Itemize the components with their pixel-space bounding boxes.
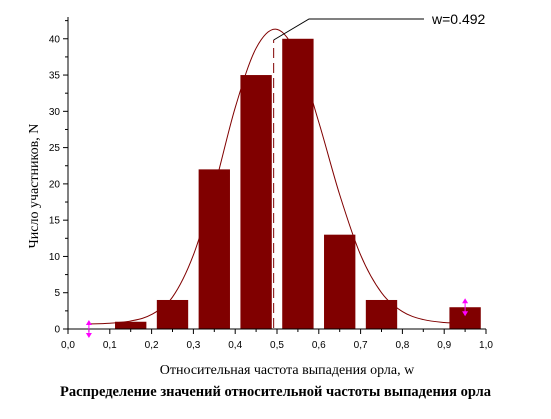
x-tick-label: 0,6: [312, 340, 326, 351]
bar-6: [365, 299, 398, 329]
x-tick-label: 0,8: [395, 340, 409, 351]
y-tick-label: 35: [49, 71, 61, 82]
x-tick-label: 0,2: [145, 340, 159, 351]
markers-layer: [85, 298, 469, 338]
bar-1: [156, 299, 189, 329]
annotation-layer: w=0.492: [273, 11, 486, 328]
annotation-label: w=0.492: [431, 11, 486, 27]
y-tick-label: 30: [49, 107, 61, 118]
error-marker-up: [462, 298, 469, 304]
error-marker-down: [85, 333, 92, 338]
bar-2: [198, 169, 230, 329]
error-marker-up: [85, 320, 92, 325]
x-tick-label: 0,3: [186, 340, 200, 351]
y-tick-label: 40: [49, 34, 61, 45]
y-tick-label: 20: [49, 179, 61, 190]
x-tick-label: 0,4: [228, 340, 242, 351]
bar-5: [324, 234, 356, 329]
x-tick-label: 0,9: [437, 340, 451, 351]
fit-curve-layer: [88, 28, 466, 325]
bar-3: [240, 75, 272, 329]
x-tick-label: 0,5: [270, 340, 284, 351]
error-marker-1: [462, 298, 469, 317]
y-tick-label: 0: [54, 325, 60, 336]
annotation-leader-line: [273, 18, 424, 41]
x-tick-label: 0,0: [61, 340, 75, 351]
x-tick-label: 0,1: [103, 340, 117, 351]
bar-7: [449, 307, 481, 329]
bars-layer: [115, 38, 481, 329]
x-tick-label: 1,0: [479, 340, 493, 351]
x-tick-label: 0,7: [354, 340, 368, 351]
figure-caption: Распределение значений относительной час…: [60, 384, 491, 400]
error-marker-down: [462, 311, 469, 317]
fit-curve: [88, 28, 466, 325]
error-marker-0: [85, 320, 92, 338]
y-tick-label: 5: [54, 288, 60, 299]
y-tick-label: 15: [49, 216, 61, 227]
bar-4: [282, 38, 314, 329]
bar-0: [115, 321, 147, 329]
x-axis-title: Относительная частота выпадения орла, w: [160, 363, 415, 378]
axes-layer: 0,0 0,1 0,2 0,3 0,4 0,5 0,6 0,7 0,8 0,9 1,0 0 5 10 15 2…: [49, 17, 493, 351]
y-tick-label: 10: [49, 252, 61, 263]
y-axis-title: Число участников, N: [27, 124, 42, 249]
y-tick-label: 25: [49, 143, 61, 154]
